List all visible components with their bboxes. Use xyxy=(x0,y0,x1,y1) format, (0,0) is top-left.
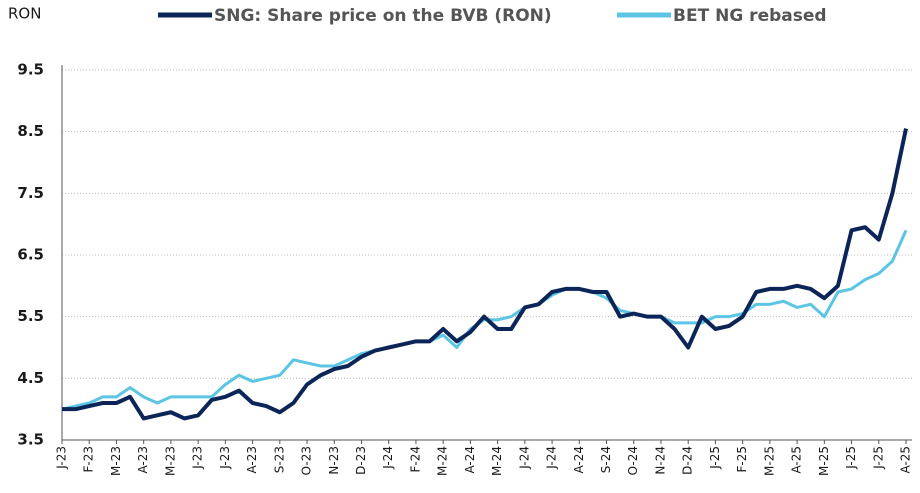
x-tick-label: M-23 xyxy=(163,446,177,476)
y-tick-label: 7.5 xyxy=(17,184,44,202)
x-tick-label: M-24 xyxy=(490,446,504,476)
series-line xyxy=(62,128,908,421)
x-tick-label: A-24 xyxy=(463,446,477,474)
legend-label: SNG: Share price on the BVB (RON) xyxy=(214,6,552,26)
series-line xyxy=(61,229,908,411)
x-tick-label: O-23 xyxy=(300,446,314,475)
x-tick-label: S-23 xyxy=(272,446,286,473)
y-tick-label: 4.5 xyxy=(17,369,44,387)
x-tick-label: D-24 xyxy=(681,446,695,475)
x-tick-label: A-24 xyxy=(572,446,586,474)
x-tick-label: F-23 xyxy=(82,446,96,473)
y-tick-label: 9.5 xyxy=(17,61,44,79)
x-tick-label: M-25 xyxy=(817,446,831,476)
x-tick-label: F-25 xyxy=(735,446,749,473)
x-tick-label: A-25 xyxy=(899,446,913,474)
x-tick-label: M-23 xyxy=(109,446,123,476)
y-tick-label: 3.5 xyxy=(17,431,44,449)
x-tick-label: J-23 xyxy=(218,446,232,470)
x-tick-label: S-24 xyxy=(599,446,613,473)
x-tick-label: A-25 xyxy=(790,446,804,474)
x-tick-label: A-23 xyxy=(245,446,259,474)
x-tick-label: J-23 xyxy=(191,446,205,470)
y-tick-label: 5.5 xyxy=(17,307,44,325)
x-tick-label: A-23 xyxy=(136,446,150,474)
x-tick-label: J-24 xyxy=(381,446,395,470)
x-tick-label: J-23 xyxy=(55,446,69,470)
x-tick-label: M-25 xyxy=(762,446,776,476)
x-tick-label: J-25 xyxy=(844,446,858,470)
x-tick-label: M-24 xyxy=(436,446,450,476)
x-tick-label: N-23 xyxy=(327,446,341,475)
x-tick-label: D-23 xyxy=(354,446,368,475)
legend-label: BET NG rebased xyxy=(673,6,827,26)
x-tick-label: J-25 xyxy=(708,446,722,470)
x-tick-label: F-24 xyxy=(408,446,422,473)
x-tick-label: J-24 xyxy=(545,446,559,470)
x-tick-label: J-25 xyxy=(871,446,885,470)
y-tick-label: 8.5 xyxy=(17,122,44,140)
x-tick-label: N-24 xyxy=(653,446,667,475)
y-axis-label: RON xyxy=(8,5,41,23)
y-tick-label: 6.5 xyxy=(17,246,44,264)
x-tick-label: O-24 xyxy=(626,446,640,475)
x-tick-label: J-24 xyxy=(517,446,531,470)
